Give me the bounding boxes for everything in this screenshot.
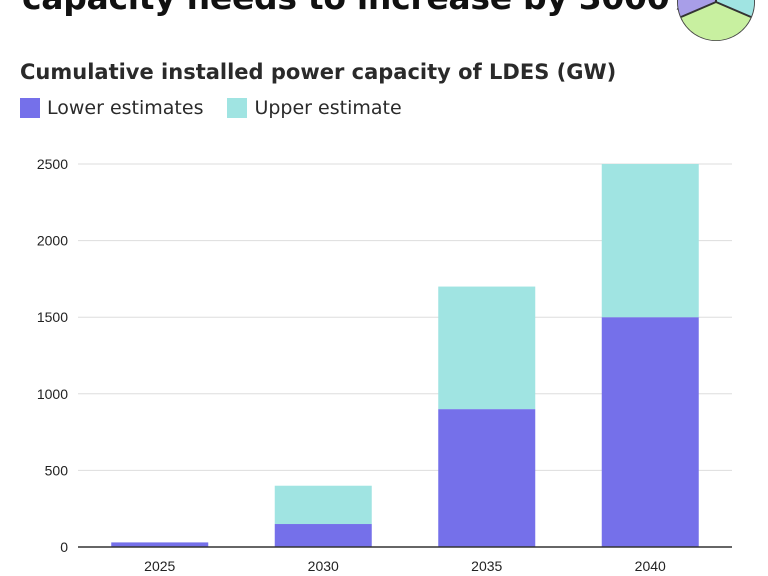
- x-tick-label-2025: 2025: [144, 558, 175, 574]
- bar-2035-series-1: [438, 286, 536, 410]
- brand-logo-icon: [677, 0, 755, 41]
- x-tick-label-2035: 2035: [471, 558, 502, 574]
- chart-title: Cumulative installed power capacity of L…: [20, 60, 617, 84]
- y-tick-label-2000: 2000: [37, 233, 68, 249]
- legend-item-lower: Lower estimates: [20, 97, 203, 119]
- legend-label-upper: Upper estimate: [254, 97, 402, 119]
- bar-2030-series-0: [274, 524, 372, 547]
- y-tick-label-1500: 1500: [37, 309, 68, 325]
- y-tick-label-2500: 2500: [37, 156, 68, 172]
- y-tick-label-500: 500: [45, 462, 69, 478]
- chart-legend: Lower estimates Upper estimate: [20, 97, 426, 119]
- legend-swatch-lower: [20, 98, 40, 118]
- headline: capacity needs to increase by 3000%: [22, 0, 702, 17]
- legend-item-upper: Upper estimate: [227, 97, 402, 119]
- bar-2035-series-0: [438, 409, 536, 547]
- x-tick-label-2030: 2030: [308, 558, 339, 574]
- bar-2030-series-1: [274, 485, 372, 525]
- bar-2025-series-0: [111, 542, 209, 547]
- bar-2040-series-0: [601, 317, 699, 547]
- legend-label-lower: Lower estimates: [47, 97, 204, 119]
- x-tick-label-2040: 2040: [635, 558, 666, 574]
- legend-swatch-upper: [227, 98, 248, 118]
- y-tick-label-0: 0: [60, 539, 68, 555]
- y-tick-label-1000: 1000: [37, 386, 68, 402]
- bar-2040-series-1: [601, 164, 699, 318]
